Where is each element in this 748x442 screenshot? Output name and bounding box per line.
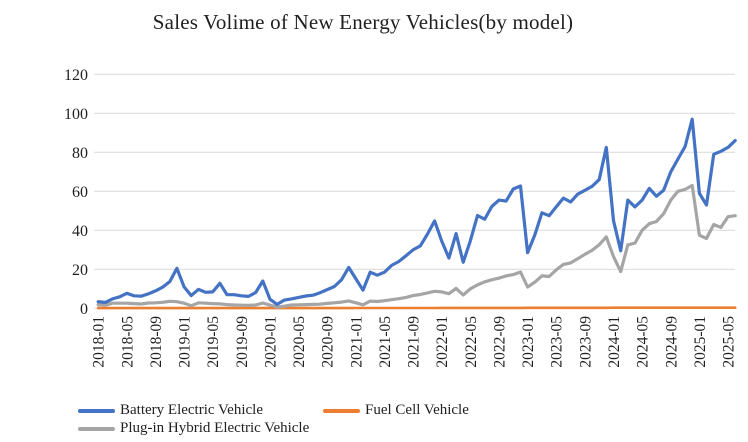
y-tick-label: 20 (72, 262, 88, 279)
x-tick-label: 2019-09 (234, 316, 251, 368)
x-tick-label: 2018-09 (148, 316, 165, 368)
x-tick-label: 2023-01 (520, 316, 537, 368)
x-tick-label: 2018-01 (91, 316, 108, 368)
x-tick-label: 2020-05 (291, 316, 308, 368)
legend-item-phev: Plug-in Hybrid Electric Vehicle (78, 420, 309, 437)
x-tick-label: 2022-05 (463, 316, 480, 368)
bev-line-swatch-icon (78, 408, 115, 413)
y-tick-label: 60 (72, 184, 88, 201)
x-tick-label: 2025-05 (721, 316, 738, 368)
legend-item-bev: Battery Electric Vehicle (78, 402, 263, 419)
bev-line (96, 117, 737, 306)
x-tick-label: 2024-09 (663, 316, 680, 368)
x-tick-label: 2022-01 (434, 316, 451, 368)
y-axis-tick-labels: 0 20 40 60 80 100 120 (64, 67, 88, 318)
legend-label-fcv: Fuel Cell Vehicle (365, 402, 469, 418)
x-tick-label: 2024-01 (606, 316, 623, 368)
x-tick-label: 2020-01 (262, 316, 279, 368)
y-tick-label: 40 (72, 223, 88, 240)
legend-label-phev: Plug-in Hybrid Electric Vehicle (120, 420, 310, 436)
x-tick-label: 2025-01 (692, 316, 709, 368)
x-axis-tick-labels: 2018-01 2018-05 2018-09 2019-01 2019-05 2019-… (91, 316, 738, 368)
x-tick-label: 2021-09 (406, 316, 423, 368)
legend-label-bev: Battery Electric Vehicle (120, 402, 263, 418)
y-tick-label: 100 (64, 106, 88, 123)
y-tick-label: 0 (80, 301, 88, 318)
x-tick-label: 2021-01 (348, 316, 365, 368)
x-tick-label: 2023-05 (549, 316, 566, 368)
x-tick-label: 2024-05 (635, 316, 652, 368)
x-tick-label: 2019-05 (205, 316, 222, 368)
x-tick-label: 2021-05 (377, 316, 394, 368)
x-tick-label: 2018-05 (119, 316, 136, 368)
y-tick-label: 80 (72, 145, 88, 162)
x-tick-label: 2023-09 (577, 316, 594, 368)
y-tick-label: 120 (64, 67, 88, 84)
phev-line (96, 183, 737, 309)
chart-title: Sales Volime of New Energy Vehicles(by m… (152, 10, 574, 34)
legend-item-fcv: Fuel Cell Vehicle (323, 402, 469, 419)
fcv-line-swatch-icon (323, 408, 360, 413)
phev-line-swatch-icon (78, 426, 115, 431)
x-tick-label: 2020-09 (320, 316, 337, 368)
gridlines (94, 73, 735, 309)
x-tick-label: 2022-09 (491, 316, 508, 368)
x-tick-label: 2019-01 (177, 316, 194, 368)
